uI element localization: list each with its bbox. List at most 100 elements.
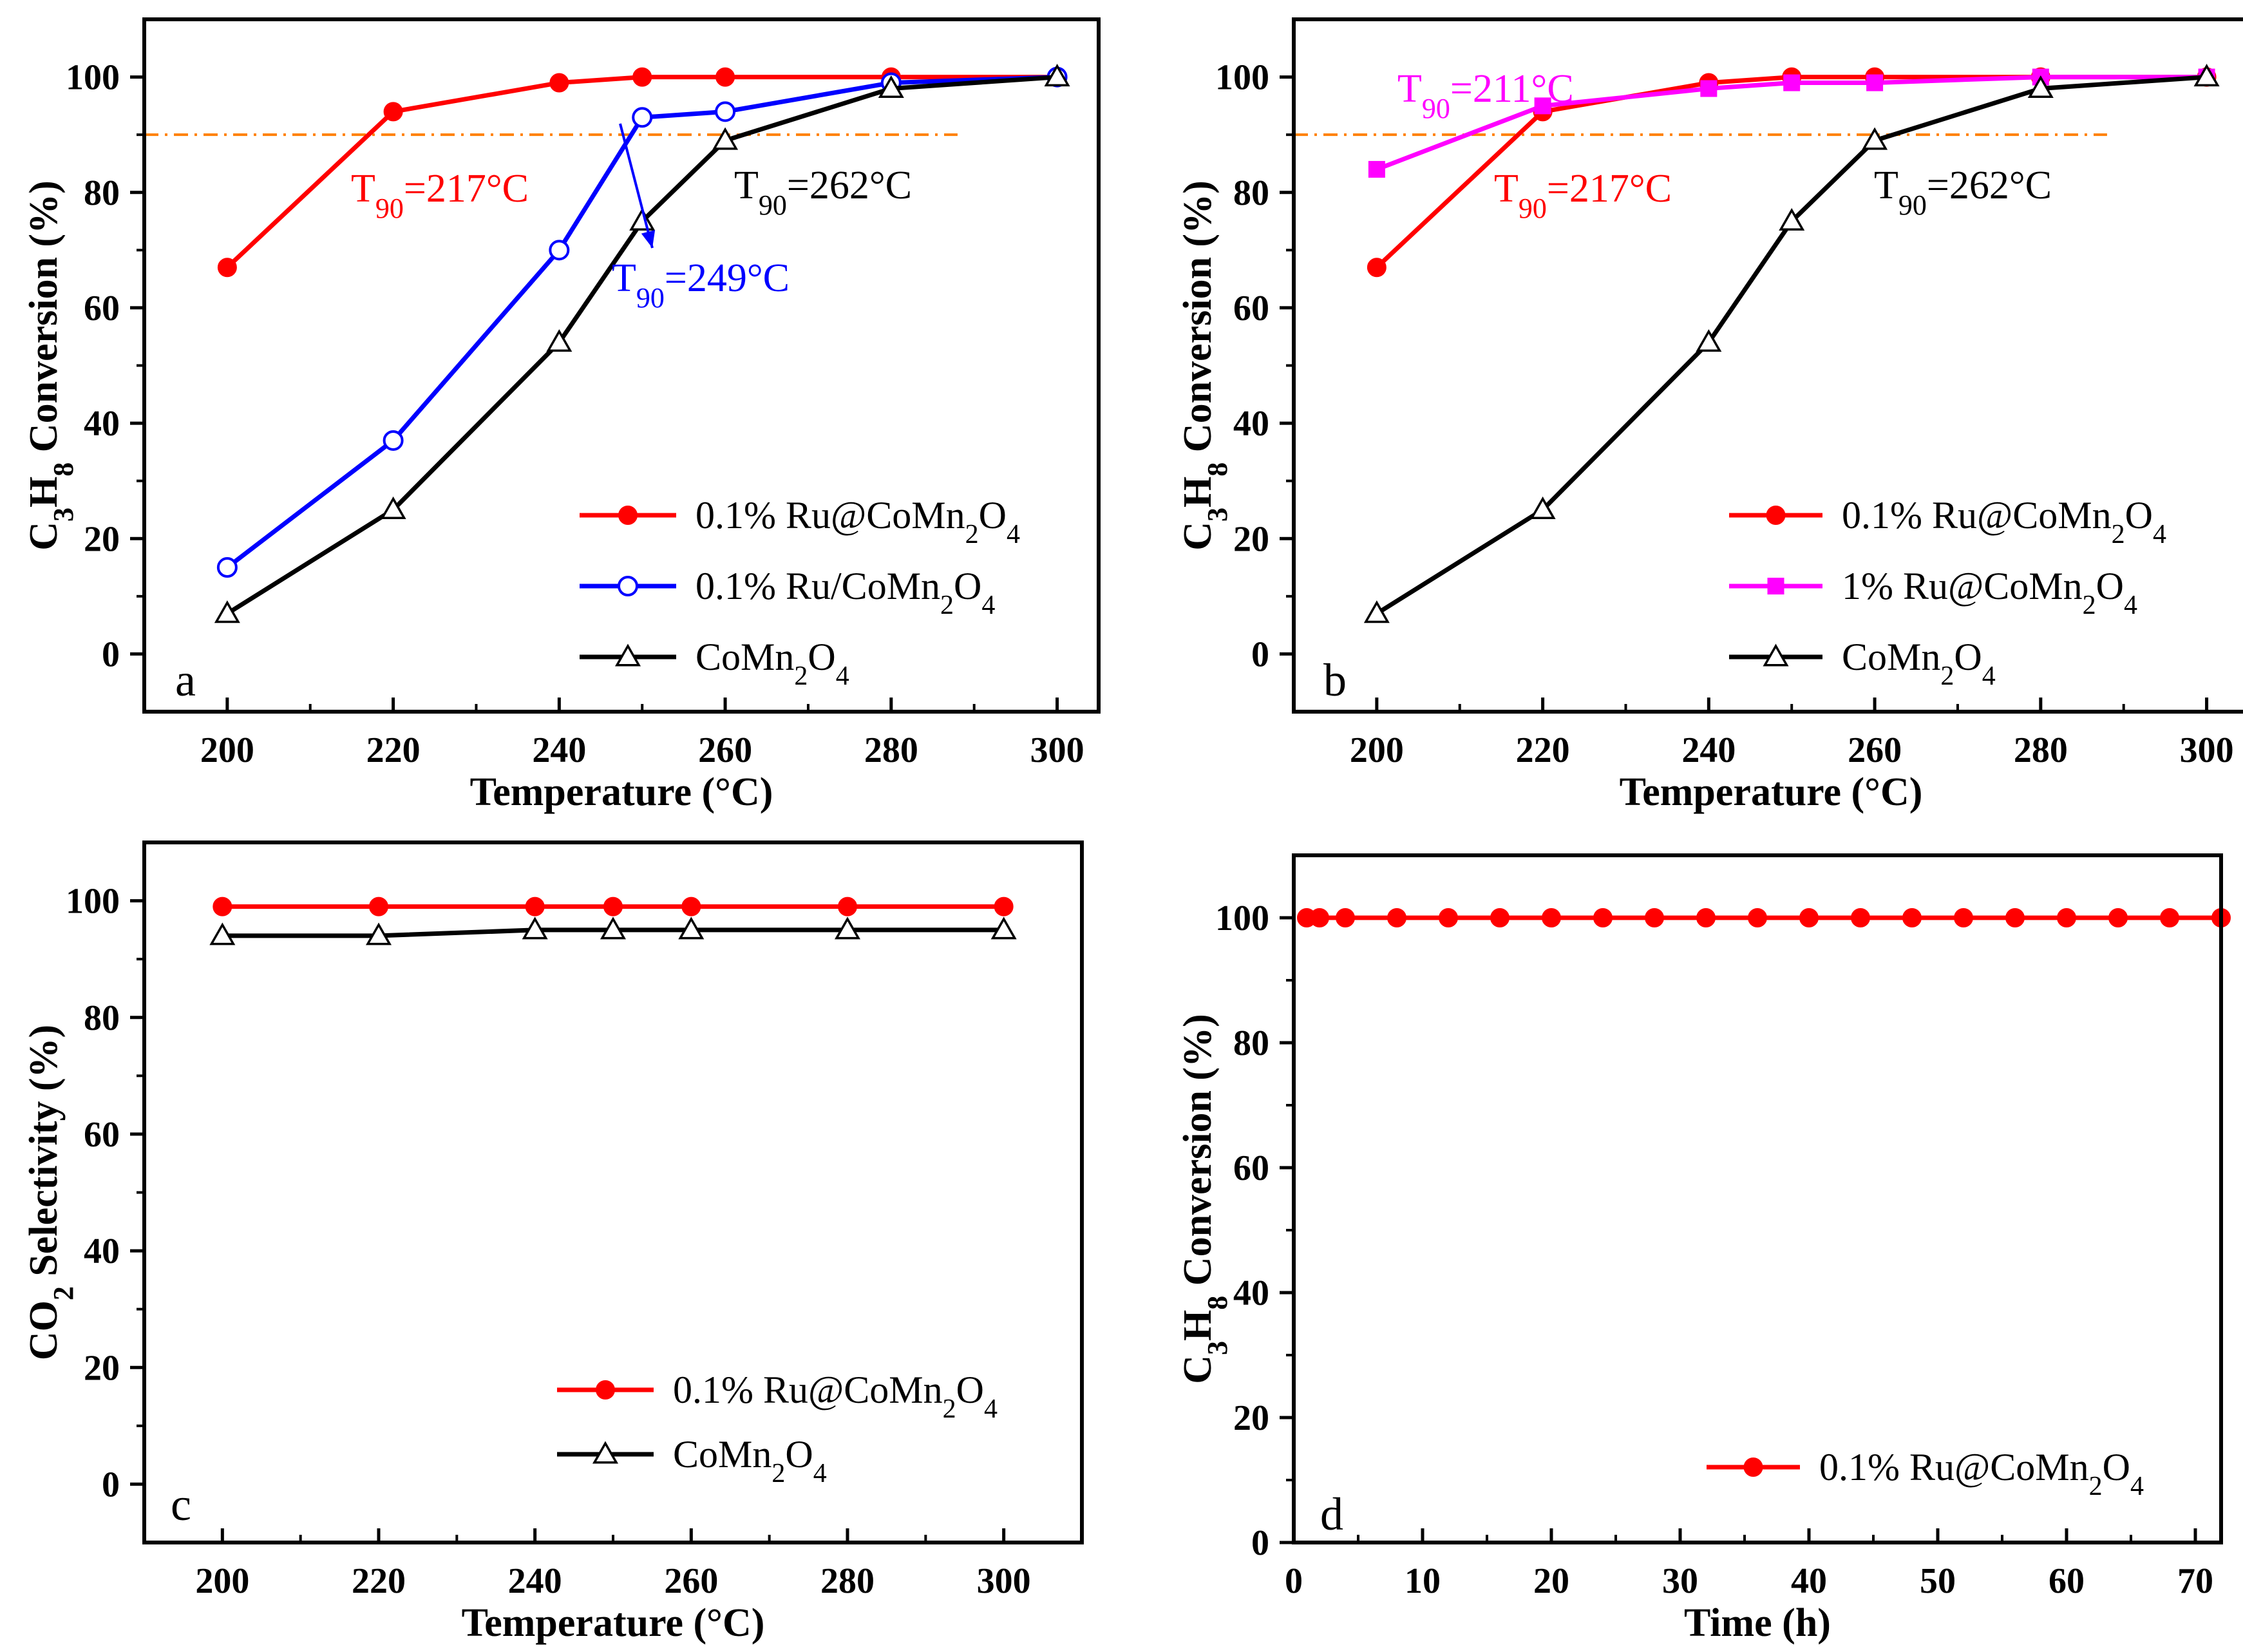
y-axis-label-part: 3: [1202, 1341, 1233, 1355]
legend-entry-part: 2: [940, 591, 954, 620]
y-axis-label-part: H: [22, 477, 66, 508]
legend-entry-part: CoMn: [1842, 636, 1940, 678]
y-tick-label: 60: [1233, 289, 1269, 328]
data-point: [834, 916, 861, 940]
data-point: [2027, 75, 2054, 98]
data-point: [878, 75, 904, 98]
x-tick-label: 240: [508, 1561, 562, 1601]
data-point: [522, 916, 548, 940]
legend: 0.1% Ru@CoMn2O4: [1707, 1446, 2144, 1501]
panel-letter: b: [1323, 654, 1347, 706]
x-tick-label: 300: [977, 1561, 1031, 1601]
x-axis-label: Temperature (°C): [1620, 770, 1923, 814]
legend-entry-part: 4: [2153, 520, 2166, 549]
chart-panel-c: 200 220 240 260 280 300 0 20 40 60 80 100 Temperatur…: [22, 840, 1084, 1645]
plot-frame: [142, 840, 1084, 1544]
annotation-t90-part: T: [612, 256, 636, 300]
y-axis-label-part: Conversion (%): [1176, 1014, 1220, 1295]
y-tick-label: 100: [66, 58, 120, 98]
y-axis-label: C3H8 Conversion (%): [1176, 1014, 1233, 1383]
data-point: [383, 430, 404, 451]
data-point: [2108, 908, 2128, 927]
annotation-t90: T90=262°C: [1874, 164, 2052, 221]
legend-entry-part: 2: [2112, 520, 2125, 549]
x-tick-label: 10: [1405, 1561, 1441, 1601]
x-tick-label: 200: [200, 730, 254, 770]
x-tick-label: 280: [820, 1561, 875, 1601]
legend-entry: 0.1% Ru@CoMn2O4: [673, 1369, 998, 1424]
annotation-t90-part: 90: [759, 189, 787, 221]
legend-entry-part: 2: [943, 1394, 956, 1424]
annotation-t90-part: T: [1494, 167, 1519, 211]
data-point: [681, 897, 701, 916]
data-point: [1368, 160, 1385, 178]
y-axis-label-part: C: [22, 522, 66, 551]
data-point: [2160, 908, 2179, 927]
annotation-t90: T90=217°C: [1494, 167, 1672, 224]
y-tick-label: 100: [1215, 898, 1269, 938]
y-tick-label: 0: [1251, 1523, 1269, 1563]
series-2: [214, 64, 1070, 623]
legend-entry-part: O: [2125, 494, 2153, 536]
data-point: [1799, 908, 1819, 927]
x-tick-label: 260: [698, 730, 752, 770]
y-tick-label: 40: [1233, 404, 1269, 444]
data-point: [990, 916, 1017, 940]
data-point: [712, 127, 739, 150]
x-tick-label: 280: [864, 730, 918, 770]
data-point: [678, 916, 705, 940]
data-point: [2193, 64, 2220, 87]
data-point: [715, 101, 736, 122]
y-tick-label: 100: [66, 882, 120, 922]
legend-swatch-marker: [614, 643, 641, 667]
annotation-t90: T90=217°C: [351, 167, 529, 224]
legend-entry-part: 2: [794, 661, 808, 691]
y-tick-label: 0: [102, 1465, 120, 1505]
data-point: [365, 922, 392, 945]
x-axis-label: Time (h): [1684, 1601, 1831, 1645]
legend-entry-part: O: [979, 494, 1007, 536]
x-tick-label: 200: [195, 1561, 249, 1601]
y-axis-label: C3H8 Conversion (%): [1176, 180, 1233, 550]
x-tick-label: 70: [2177, 1561, 2213, 1601]
data-point: [1954, 908, 1973, 927]
data-point: [216, 557, 238, 578]
legend-entry-part: O: [954, 565, 981, 607]
data-point: [1779, 208, 1805, 231]
chart-panel-a: 200 220 240 260 280 300 0 20 40 60 80 100 Temperatur…: [22, 17, 1101, 814]
data-point: [632, 107, 653, 128]
annotation-t90-part: =217°C: [1547, 167, 1672, 211]
legend-entry-part: 0.1% Ru@CoMn: [1819, 1446, 2089, 1488]
y-tick-label: 20: [1233, 519, 1269, 559]
legend-entry: 0.1% Ru@CoMn2O4: [1842, 494, 2166, 549]
legend-entry: 0.1% Ru@CoMn2O4: [696, 494, 1020, 549]
series-0: [213, 897, 1014, 916]
legend-entry-part: 0.1% Ru@CoMn: [1842, 494, 2112, 536]
series-1: [209, 916, 1017, 945]
legend-entry-part: 0.1% Ru@CoMn: [696, 494, 965, 536]
legend-swatch-marker: [596, 1380, 615, 1400]
legend-entry: CoMn2O4: [696, 636, 849, 691]
x-tick-label: 30: [1662, 1561, 1698, 1601]
y-tick-label: 0: [102, 634, 120, 674]
annotation-t90-part: 90: [636, 282, 665, 314]
chart-panel-d: 0 10 20 30 40 50 60 70 0 20 40 60 80 100 Time (h) C3H8 …: [1176, 853, 2231, 1645]
x-tick-label: 200: [1350, 730, 1404, 770]
legend-entry-part: 4: [1007, 520, 1020, 549]
data-point: [1367, 258, 1386, 278]
data-point: [1696, 908, 1716, 927]
y-tick-label: 20: [84, 1348, 120, 1388]
annotation-t90-part: =262°C: [787, 164, 912, 207]
annotation-t90: T90=249°C: [612, 256, 790, 314]
x-axis-label: Temperature (°C): [462, 1601, 765, 1645]
annotation-t90: T90=262°C: [734, 164, 912, 221]
data-point: [600, 916, 627, 940]
x-axis-label: Temperature (°C): [470, 770, 773, 814]
x-tick-label: 260: [664, 1561, 718, 1601]
y-tick-label: 40: [84, 404, 120, 444]
legend-entry-part: 4: [813, 1459, 827, 1488]
legend-entry-part: O: [2103, 1446, 2130, 1488]
data-point: [1696, 329, 1722, 352]
